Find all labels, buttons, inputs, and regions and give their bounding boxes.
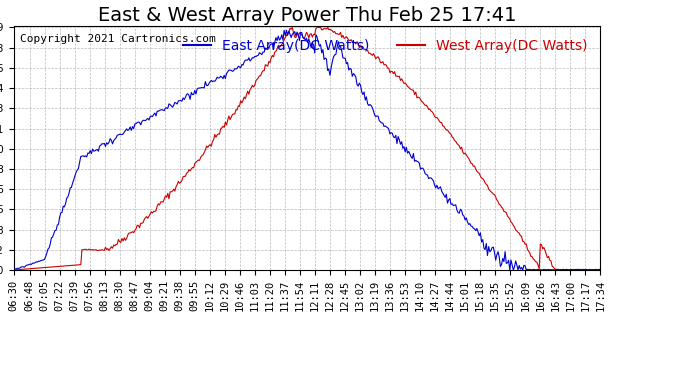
Legend: East Array(DC Watts), West Array(DC Watts): East Array(DC Watts), West Array(DC Watt… <box>178 33 593 58</box>
Text: Copyright 2021 Cartronics.com: Copyright 2021 Cartronics.com <box>19 34 215 44</box>
Title: East & West Array Power Thu Feb 25 17:41: East & West Array Power Thu Feb 25 17:41 <box>98 6 516 25</box>
